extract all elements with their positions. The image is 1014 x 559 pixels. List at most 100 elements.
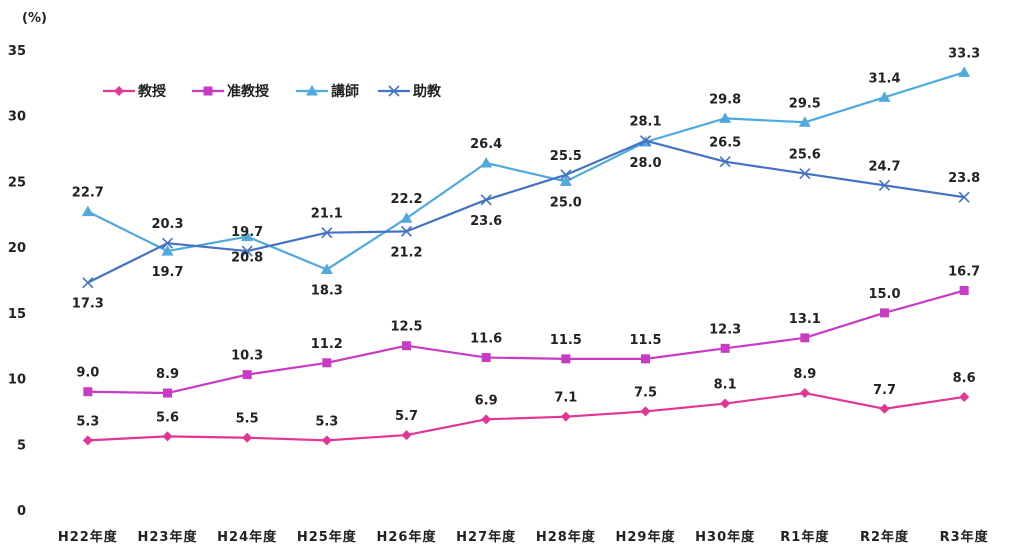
legend-marker xyxy=(114,86,124,96)
x-axis: H22年度 H23年度 H24年度 H25年度 H26年度 H27年度 H28年度 H29年度… xyxy=(58,529,989,545)
x-tick-label: H25年度 xyxy=(297,529,357,545)
data-point-marker xyxy=(959,391,970,402)
y-tick-label: 35 xyxy=(8,44,26,59)
x-tick-label: H22年度 xyxy=(58,529,118,545)
series-line xyxy=(87,71,965,271)
data-label: 22.7 xyxy=(72,186,104,201)
data-label: 24.7 xyxy=(868,159,900,174)
data-label: 20.3 xyxy=(151,217,183,232)
data-point-marker xyxy=(82,277,94,289)
data-label: 7.7 xyxy=(873,383,896,398)
data-label: 7.5 xyxy=(634,385,657,400)
legend-item: 助教 xyxy=(378,83,442,100)
x-tick-label: H28年度 xyxy=(536,529,596,545)
y-tick-label: 0 xyxy=(17,504,26,519)
series-line xyxy=(87,289,965,395)
series-line xyxy=(87,139,965,284)
series-3 xyxy=(81,66,971,274)
data-label: 13.1 xyxy=(789,312,821,327)
series-layer xyxy=(81,66,971,446)
legend-item: 准教授 xyxy=(192,83,270,100)
series-line xyxy=(87,391,965,442)
data-point-marker xyxy=(81,205,94,217)
data-label: 12.3 xyxy=(709,322,741,337)
data-point-marker xyxy=(878,179,891,191)
data-label: 19.7 xyxy=(231,225,263,240)
data-label: 33.3 xyxy=(948,46,980,61)
data-point-marker xyxy=(639,135,652,147)
data-label: 5.3 xyxy=(315,414,338,429)
data-point-marker xyxy=(798,116,811,127)
y-tick-label: 10 xyxy=(8,373,26,388)
data-label: 11.5 xyxy=(550,333,582,348)
data-point-marker xyxy=(720,343,730,353)
data-label: 25.6 xyxy=(789,148,821,163)
data-label: 31.4 xyxy=(868,71,900,86)
data-point-marker xyxy=(241,230,254,242)
data-point-marker xyxy=(719,112,732,123)
data-point-marker xyxy=(161,237,174,249)
data-label: 25.0 xyxy=(550,195,582,210)
data-label: 23.6 xyxy=(470,214,502,229)
data-label: 23.8 xyxy=(948,171,980,186)
data-label: 12.5 xyxy=(390,320,422,335)
data-point-marker xyxy=(799,167,811,180)
data-label: 21.1 xyxy=(311,207,343,222)
data-point-marker xyxy=(720,398,731,409)
x-tick-label: R2年度 xyxy=(860,529,909,545)
data-point-marker xyxy=(321,435,332,446)
legend: 教授 准教授 講師 助教 xyxy=(103,83,442,100)
x-tick-label: R1年度 xyxy=(780,529,829,545)
data-label: 28.1 xyxy=(629,115,661,130)
series-2 xyxy=(83,286,969,398)
legend-marker xyxy=(388,85,400,97)
data-point-marker xyxy=(162,431,173,442)
data-label-layer: 5.3 5.6 5.5 5.3 5.7 6.9 7.1 7.5 8.1 8.9 7.7 8.6 9.0 8… xyxy=(72,46,980,429)
data-point-marker xyxy=(321,227,333,239)
data-label: 22.2 xyxy=(390,192,422,207)
data-point-marker xyxy=(320,263,333,274)
series-4 xyxy=(82,135,970,289)
data-label: 8.9 xyxy=(156,367,179,382)
data-label: 28.0 xyxy=(629,156,661,171)
data-label: 15.0 xyxy=(868,287,900,302)
data-point-marker xyxy=(322,358,332,368)
x-tick-label: H24年度 xyxy=(217,529,277,545)
data-point-marker xyxy=(242,370,252,380)
data-label: 17.3 xyxy=(72,297,104,312)
data-point-marker xyxy=(82,435,93,446)
data-point-marker xyxy=(561,354,571,364)
data-point-marker xyxy=(559,175,572,186)
data-point-marker xyxy=(959,286,969,296)
legend-label: 准教授 xyxy=(227,83,270,100)
data-label: 11.5 xyxy=(629,333,661,348)
data-label: 5.3 xyxy=(76,414,99,429)
legend-marker xyxy=(306,85,318,96)
data-point-marker xyxy=(481,414,492,425)
data-point-marker xyxy=(641,354,650,364)
data-point-marker xyxy=(800,333,810,343)
x-tick-label: H27年度 xyxy=(456,529,516,545)
data-point-marker xyxy=(242,432,253,443)
data-point-marker xyxy=(402,341,411,351)
data-label: 7.1 xyxy=(554,391,577,406)
data-point-marker xyxy=(640,406,651,417)
y-tick-label: 15 xyxy=(8,307,26,322)
legend-item: 講師 xyxy=(296,83,359,100)
data-point-marker xyxy=(799,388,810,399)
data-point-marker xyxy=(400,225,413,237)
data-point-marker xyxy=(958,191,970,203)
data-point-marker xyxy=(560,169,572,181)
x-tick-label: H29年度 xyxy=(616,529,676,545)
data-label: 8.1 xyxy=(714,378,737,393)
data-label: 26.5 xyxy=(709,136,741,151)
data-point-marker xyxy=(878,91,891,102)
data-label: 19.7 xyxy=(151,265,183,280)
data-point-marker xyxy=(161,245,174,256)
x-tick-label: R3年度 xyxy=(940,529,989,545)
data-label: 16.7 xyxy=(948,265,980,280)
data-label: 5.6 xyxy=(156,410,179,425)
data-label: 8.6 xyxy=(953,371,976,386)
data-point-marker xyxy=(879,403,890,414)
